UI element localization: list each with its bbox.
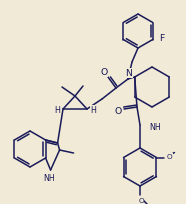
Text: O: O xyxy=(138,197,144,203)
Text: O: O xyxy=(114,107,122,116)
Text: O: O xyxy=(167,154,172,160)
Text: N: N xyxy=(126,69,132,78)
Text: NH: NH xyxy=(149,122,161,131)
Text: NH: NH xyxy=(44,174,55,183)
Text: H: H xyxy=(54,106,60,115)
Text: O: O xyxy=(100,68,108,77)
Text: H: H xyxy=(90,106,96,115)
Text: F: F xyxy=(159,34,164,43)
